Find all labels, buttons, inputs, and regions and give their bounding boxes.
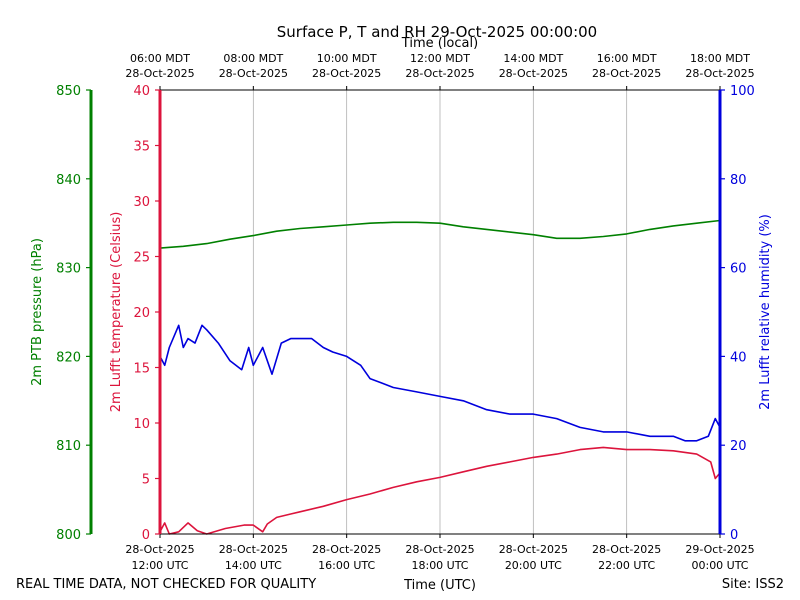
x-tick-label-local-date: 28-Oct-2025	[312, 67, 381, 80]
y-axis-label-2: 2m Lufft relative humidity (%)	[758, 214, 773, 410]
y-tick-label-1: 40	[133, 84, 150, 99]
y-tick-label-1: 0	[142, 528, 150, 543]
y-tick-label-1: 20	[133, 306, 150, 321]
x-tick-label-utc-time: 00:00 UTC	[691, 559, 748, 572]
x-tick-label-local-time: 12:00 MDT	[410, 52, 470, 65]
x-tick-label-local-date: 28-Oct-2025	[592, 67, 661, 80]
top-axis-label: Time (local)	[401, 36, 478, 51]
y-tick-label-2: 20	[730, 439, 747, 454]
y-tick-label-1: 30	[133, 195, 150, 210]
x-tick-label-utc-date: 28-Oct-2025	[312, 543, 381, 556]
y-tick-label-1: 35	[133, 140, 150, 155]
series-line-0	[159, 219, 721, 249]
y-tick-label-2: 80	[730, 173, 747, 188]
x-tick-label-utc-time: 12:00 UTC	[131, 559, 188, 572]
x-tick-label-utc-date: 28-Oct-2025	[125, 543, 194, 556]
y-tick-label-0: 810	[56, 439, 81, 454]
x-tick-label-local-date: 28-Oct-2025	[125, 67, 194, 80]
x-tick-label-local-time: 16:00 MDT	[597, 52, 657, 65]
y-tick-label-0: 830	[56, 262, 81, 277]
x-tick-label-utc-date: 28-Oct-2025	[219, 543, 288, 556]
x-tick-label-utc-date: 28-Oct-2025	[499, 543, 568, 556]
x-tick-label-local-date: 28-Oct-2025	[405, 67, 474, 80]
y-tick-label-2: 60	[730, 262, 747, 277]
x-tick-label-utc-date: 28-Oct-2025	[405, 543, 474, 556]
series-line-2	[159, 324, 721, 442]
x-tick-label-utc-time: 22:00 UTC	[598, 559, 655, 572]
y-tick-label-0: 820	[56, 350, 81, 365]
axes-layer: 28-Oct-2025 12:00 UTC 06:00 MDT 28-Oct-2025…	[30, 52, 773, 572]
y-tick-label-1: 10	[133, 417, 150, 432]
x-tick-label-utc-time: 18:00 UTC	[411, 559, 468, 572]
x-tick-label-local-time: 08:00 MDT	[223, 52, 283, 65]
x-tick-label-utc-time: 20:00 UTC	[505, 559, 562, 572]
bottom-axis-label: Time (UTC)	[403, 578, 476, 593]
x-tick-label-local-time: 18:00 MDT	[690, 52, 750, 65]
y-tick-label-0: 840	[56, 173, 81, 188]
y-tick-label-1: 25	[133, 251, 150, 266]
y-axis-label-0: 2m PTB pressure (hPa)	[30, 238, 45, 386]
x-tick-label-local-date: 28-Oct-2025	[219, 67, 288, 80]
x-tick-label-utc-date: 29-Oct-2025	[685, 543, 754, 556]
x-tick-label-local-time: 06:00 MDT	[130, 52, 190, 65]
y-tick-label-1: 15	[133, 362, 150, 377]
y-tick-label-0: 850	[56, 84, 81, 99]
x-tick-label-utc-time: 14:00 UTC	[225, 559, 282, 572]
series-line-1	[159, 446, 721, 535]
quality-disclaimer: REAL TIME DATA, NOT CHECKED FOR QUALITY	[16, 577, 316, 592]
site-label: Site: ISS2	[722, 577, 784, 592]
x-tick-label-local-time: 10:00 MDT	[317, 52, 377, 65]
grid-layer	[252, 90, 628, 534]
x-tick-label-local-date: 28-Oct-2025	[499, 67, 568, 80]
y-axis-label-1: 2m Lufft temperature (Celsius)	[109, 212, 124, 413]
y-tick-label-2: 100	[730, 84, 755, 99]
y-tick-label-2: 40	[730, 350, 747, 365]
x-tick-label-local-time: 14:00 MDT	[503, 52, 563, 65]
y-tick-label-0: 800	[56, 528, 81, 543]
x-tick-label-local-date: 28-Oct-2025	[685, 67, 754, 80]
x-tick-label-utc-time: 16:00 UTC	[318, 559, 375, 572]
y-tick-label-2: 0	[730, 528, 738, 543]
series-layer	[159, 219, 721, 535]
y-tick-label-1: 5	[142, 473, 150, 488]
chart-title: Surface P, T and RH 29-Oct-2025 00:00:00	[277, 23, 597, 41]
x-tick-label-utc-date: 28-Oct-2025	[592, 543, 661, 556]
